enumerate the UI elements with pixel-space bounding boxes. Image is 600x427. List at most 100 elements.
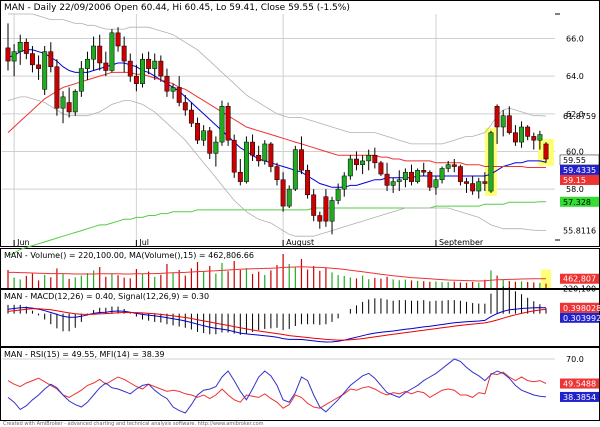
candle-body — [256, 155, 262, 162]
x-axis-label: September — [439, 238, 484, 247]
candle-body — [48, 51, 54, 67]
candle-body — [225, 106, 231, 141]
candle-body — [268, 143, 274, 167]
candle-body — [133, 75, 139, 84]
candle-body — [66, 102, 72, 113]
rsi-layer — [2, 358, 555, 414]
candle-body — [384, 173, 390, 186]
overlay-line — [7, 201, 546, 256]
macd-value-label: 0.303992 — [563, 314, 600, 323]
volume-value-box — [560, 273, 599, 284]
price-tick-label: 62.0 — [566, 110, 584, 119]
candle-body — [158, 60, 164, 77]
candle-body — [464, 181, 469, 184]
candle-body — [488, 132, 494, 192]
candle-body — [231, 139, 237, 173]
candle-layer — [5, 23, 549, 235]
candle-body — [402, 171, 408, 180]
candle-body — [482, 181, 488, 184]
price-value-label: 59.15 — [563, 176, 586, 185]
candle-body — [78, 68, 84, 92]
candle-body — [85, 58, 90, 69]
price-value-box — [560, 196, 599, 207]
price-tick-label: 60.0 — [566, 147, 584, 156]
candle-body — [115, 32, 121, 47]
candle-body — [317, 215, 323, 222]
rsi-line — [7, 371, 547, 409]
candle-body — [103, 62, 109, 71]
candle-body — [23, 42, 29, 54]
overlay-layer — [7, 13, 547, 256]
volume-ma-line — [8, 266, 547, 282]
macd-panel-title: MAN - MACD(12,26) = 0.40, Signal(12,26,9… — [4, 292, 209, 301]
candle-body — [219, 106, 225, 143]
candle-body — [292, 149, 298, 190]
price-value-label: 61.8759 — [563, 112, 596, 121]
candle-body — [250, 141, 255, 156]
candle-body — [121, 45, 127, 62]
candle-body — [427, 171, 433, 188]
macd-value-label: 0.398028 — [563, 304, 600, 313]
candle-body — [329, 200, 335, 222]
candle-body — [140, 58, 145, 84]
candle-body — [11, 51, 17, 62]
candle-body — [323, 196, 329, 222]
macd-value-box — [560, 302, 599, 313]
credit-text: Created with AmiBroker - advanced charti… — [3, 421, 264, 427]
overlay-line — [7, 71, 546, 168]
candle-body — [91, 45, 97, 60]
candle-body — [372, 155, 378, 164]
candle-body — [207, 130, 213, 154]
candle-body — [201, 130, 207, 141]
candle-body — [500, 115, 506, 128]
volume-panel-title: MAN - Volume() = 220,100.00, MA(Volume()… — [4, 251, 254, 260]
x-axis-label: August — [286, 238, 314, 247]
candle-body — [195, 122, 200, 141]
macd-line — [7, 306, 547, 343]
candle-body — [280, 179, 286, 207]
candle-body — [72, 90, 78, 113]
candle-body — [439, 168, 445, 180]
candle-body — [519, 126, 524, 143]
candle-body — [176, 87, 182, 103]
candle-body — [470, 183, 476, 192]
candle-body — [409, 171, 414, 182]
candle-body — [360, 160, 366, 165]
candle-body — [476, 181, 482, 192]
candle-body — [335, 188, 341, 201]
price-tick-label: 64.0 — [566, 72, 584, 81]
candle-body — [30, 53, 35, 66]
candle-body — [274, 166, 280, 180]
candle-body — [97, 45, 103, 64]
candle-body — [170, 87, 176, 92]
candle-body — [415, 170, 421, 182]
macd-value-box — [560, 312, 599, 323]
candle-body — [311, 194, 317, 216]
price-value-label: 59.4335 — [563, 166, 596, 175]
candle-body — [341, 175, 347, 190]
candle-body — [305, 170, 311, 196]
price-value-label: 57.328 — [563, 198, 591, 207]
label-layer: 58.0 60.0 62.0 64.0 66.0 Jun Jul August Septembe… — [16, 34, 600, 402]
candle-body — [17, 42, 23, 52]
rsi-tick-label: 70.0 — [566, 355, 584, 364]
candle-body — [127, 60, 133, 77]
candle-body — [494, 106, 500, 128]
volume-layer — [7, 254, 551, 288]
candle-body — [506, 115, 512, 133]
candle-body — [347, 158, 353, 177]
candle-body — [366, 155, 372, 162]
candle-body — [457, 166, 463, 182]
candle-body — [42, 51, 48, 90]
candle-body — [525, 126, 531, 137]
x-axis-label: Jun — [16, 238, 30, 247]
candle-body — [537, 134, 543, 141]
x-axis-label: Jul — [138, 238, 149, 247]
rsi-value-label: 38.3854 — [563, 393, 596, 402]
candle-body — [543, 143, 549, 160]
price-tick-label: 58.0 — [566, 185, 584, 194]
candle-body — [182, 102, 188, 111]
mfi-line — [7, 358, 547, 414]
price-value-box — [560, 174, 599, 185]
